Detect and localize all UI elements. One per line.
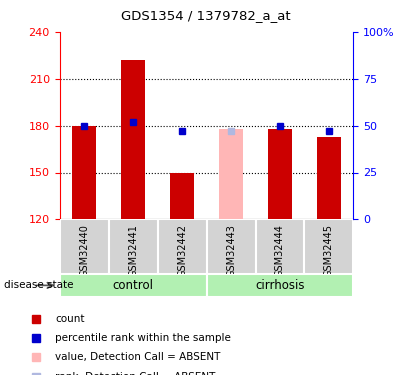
Bar xyxy=(305,219,353,274)
Bar xyxy=(121,60,145,219)
Text: value, Detection Call = ABSENT: value, Detection Call = ABSENT xyxy=(55,352,220,362)
Text: cirrhosis: cirrhosis xyxy=(255,279,305,292)
Text: GDS1354 / 1379782_a_at: GDS1354 / 1379782_a_at xyxy=(121,9,290,22)
Text: percentile rank within the sample: percentile rank within the sample xyxy=(55,333,231,343)
Text: GSM32442: GSM32442 xyxy=(177,224,187,277)
Bar xyxy=(219,129,243,219)
Bar xyxy=(256,219,305,274)
Text: rank, Detection Call = ABSENT: rank, Detection Call = ABSENT xyxy=(55,372,215,375)
Bar xyxy=(72,126,96,219)
Bar xyxy=(268,129,292,219)
Text: GSM32444: GSM32444 xyxy=(275,224,285,277)
Text: disease state: disease state xyxy=(4,280,74,290)
Bar xyxy=(206,219,256,274)
Bar xyxy=(157,219,206,274)
Bar xyxy=(60,219,109,274)
Bar xyxy=(109,219,157,274)
Bar xyxy=(206,274,353,297)
Bar xyxy=(60,274,206,297)
Text: control: control xyxy=(113,279,154,292)
Text: GSM32441: GSM32441 xyxy=(128,224,138,277)
Text: GSM32445: GSM32445 xyxy=(324,224,334,277)
Text: count: count xyxy=(55,314,84,324)
Bar xyxy=(170,172,194,219)
Text: GSM32440: GSM32440 xyxy=(79,224,89,277)
Text: GSM32443: GSM32443 xyxy=(226,224,236,277)
Bar xyxy=(317,136,341,219)
